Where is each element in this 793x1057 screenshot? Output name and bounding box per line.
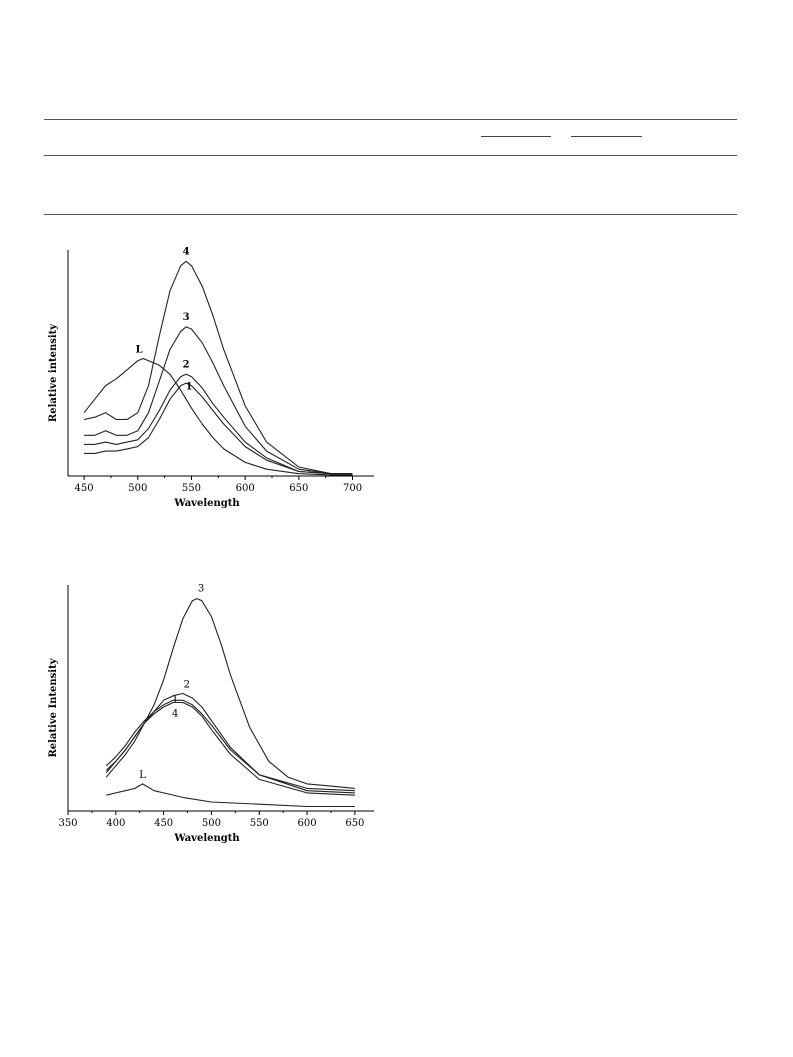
x-tick-label: 700 — [343, 483, 362, 494]
series-label-2: 2 — [183, 359, 190, 370]
x-tick-label: 500 — [202, 818, 221, 829]
series-line-4 — [83, 260, 353, 475]
x-tick-label: 600 — [236, 483, 255, 494]
series-label-3: 3 — [198, 584, 204, 595]
table-column-group-rule-right — [571, 136, 642, 137]
series-label-2: 2 — [184, 679, 190, 690]
x-tick-label: 350 — [58, 818, 77, 829]
table-top-rule — [44, 119, 737, 120]
series-line-2 — [84, 373, 353, 475]
emission-spectrum-chart-1: 450 500 550 600 650 700 Wavelength Relative int… — [44, 240, 384, 520]
x-tick-label: 450 — [75, 483, 94, 494]
y-axis-label: Relative Intensity — [48, 657, 59, 757]
series-line-l — [83, 357, 353, 476]
series-label-4: 4 — [183, 246, 190, 257]
series-label-1: 1 — [172, 694, 178, 705]
table-bottom-rule — [44, 214, 737, 215]
series-line-3 — [84, 326, 353, 475]
x-axis-label: Wavelength — [173, 498, 240, 509]
series-line-1 — [84, 382, 353, 475]
x-tick-label: 650 — [289, 483, 308, 494]
series-line-4 — [105, 701, 355, 796]
x-axis-label: Wavelength — [173, 833, 240, 844]
table-header-rule — [44, 155, 737, 156]
series-label-4: 4 — [172, 709, 178, 720]
x-tick-label: 650 — [345, 818, 364, 829]
emission-spectrum-chart-2: 350 400 450 500 550 600 650 Wavelength Relative … — [44, 575, 384, 855]
series-line-1 — [105, 699, 355, 792]
x-tick-label: 600 — [298, 818, 317, 829]
x-tick-label: 450 — [154, 818, 173, 829]
series-label-1: 1 — [186, 381, 193, 392]
y-axis-label: Relative intensity — [48, 323, 59, 422]
series-label-l: L — [139, 770, 146, 781]
x-tick-label: 550 — [182, 483, 201, 494]
series-line-3 — [105, 598, 355, 789]
series-label-3: 3 — [183, 312, 190, 323]
chart-1-svg: 450 500 550 600 650 700 Wavelength Relative int… — [48, 246, 374, 509]
x-tick-label: 550 — [250, 818, 269, 829]
x-tick-label: 400 — [106, 818, 125, 829]
series-label-l: L — [136, 344, 143, 355]
table-column-group-rule-left — [481, 136, 551, 137]
series-line-l — [106, 783, 355, 808]
chart-2-svg: 350 400 450 500 550 600 650 Wavelength Relative … — [48, 584, 374, 844]
x-tick-label: 500 — [128, 483, 147, 494]
